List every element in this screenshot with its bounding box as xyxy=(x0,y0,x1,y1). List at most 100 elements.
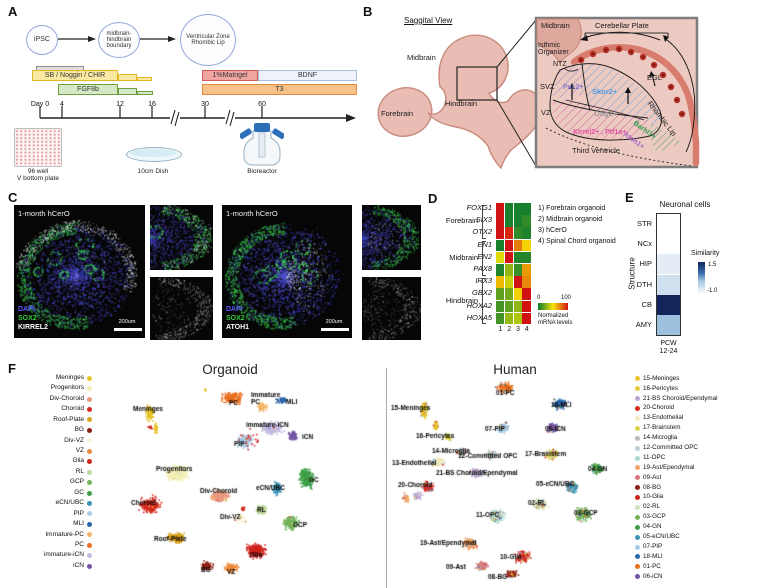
micrograph-kirrel2-inset-bottom xyxy=(150,277,213,340)
stage-vz-rl-label: Ventricular Zone Rhombic Lip xyxy=(186,33,230,46)
heatmap-cell xyxy=(522,288,531,300)
heatmap-cell xyxy=(504,239,513,252)
legend-item: Immature-PC xyxy=(8,530,92,540)
heatmap-cell xyxy=(657,234,680,255)
heatmap-cell xyxy=(522,251,531,264)
heatmap-cell xyxy=(496,264,505,276)
legend-dot xyxy=(635,376,640,382)
row-label: CB xyxy=(641,299,652,309)
group-bracket xyxy=(482,277,486,325)
heatmap-cell xyxy=(657,314,680,335)
group-label: Forebrain xyxy=(445,216,478,226)
legend-label: Roof-Plate xyxy=(53,415,84,423)
legend-item: 20-Choroid xyxy=(635,404,759,414)
column-label: 4 xyxy=(524,326,529,333)
brain-hindbrain-label: Hindbrain xyxy=(445,99,478,108)
third-ventricle-label: Third Ventricle xyxy=(572,146,620,155)
legend-item: 03-GCP xyxy=(635,512,759,522)
human-umap-title: Human xyxy=(493,362,537,377)
legend-label: 11-OPC xyxy=(643,453,666,461)
human-umap-canvas xyxy=(388,378,632,588)
legend-dot xyxy=(87,521,92,527)
gene-label: HOXA2 xyxy=(466,300,492,310)
legend-dot xyxy=(635,406,640,412)
legend-dot xyxy=(87,480,92,486)
heatmap-cell xyxy=(504,312,513,325)
panel-b: B Saggital View xyxy=(360,0,761,185)
t3-bar: T3 xyxy=(202,84,357,95)
legend-label: MLI xyxy=(73,520,84,528)
heatmap-cell xyxy=(513,264,522,276)
row-label: HIP xyxy=(639,259,652,269)
scalebar xyxy=(321,328,349,331)
legend-item: 15-Meninges xyxy=(635,374,759,384)
legend-dot xyxy=(635,416,640,421)
inset-color-canvas xyxy=(150,205,213,270)
legend-label: immature-iCN xyxy=(43,551,84,559)
vz-label: VZ xyxy=(541,108,551,117)
e-similarity-label: Similarity xyxy=(691,250,720,257)
legend-line: 3) hCerO xyxy=(538,227,567,234)
panel-c-letter: C xyxy=(8,190,18,205)
legend-item: 16-Pericytes xyxy=(635,384,759,394)
stage-ipsc-label: iPSC xyxy=(34,36,50,44)
bdnf-bar: BDNF xyxy=(258,70,357,81)
legend-item: 12-Committed OPC xyxy=(635,443,759,453)
inset-color-canvas xyxy=(362,205,421,270)
sb-step-1 xyxy=(118,74,137,81)
stage-ipsc: iPSC xyxy=(26,25,58,55)
heatmap-cell xyxy=(522,227,531,239)
olig2-label: Olig2+ xyxy=(594,109,618,118)
heatmap-cell xyxy=(522,203,531,215)
legend-label: VZ xyxy=(75,447,84,455)
ntz-label: NTZ xyxy=(553,61,567,68)
gene-label: FOXG1 xyxy=(466,203,492,212)
legend-item: Meninges xyxy=(8,373,92,383)
saggital-view-label: Saggital View xyxy=(404,16,453,25)
e-pcw-label: PCW 12-24 xyxy=(659,340,678,356)
tick-day0: Day 0 xyxy=(30,101,50,108)
legend-item: MLI xyxy=(8,519,92,529)
legend-dot xyxy=(87,490,92,496)
legend-item: 17-Brainstem xyxy=(635,423,759,433)
legend-dot xyxy=(87,563,92,569)
panel-a-arrows-timeline xyxy=(39,36,356,127)
bioreactor-label: Bioreactor xyxy=(247,168,277,175)
e-heatmap-column xyxy=(656,213,681,336)
legend-item: 13-Endothelial xyxy=(635,414,759,424)
pax2-label: Pax2+ xyxy=(563,84,584,91)
legend-dot xyxy=(635,435,640,441)
legend-label: 13-Endothelial xyxy=(643,414,684,422)
legend-dot xyxy=(87,386,92,392)
scalebar-label: 200um xyxy=(118,319,136,325)
legend-label: GC xyxy=(74,488,84,496)
legend-dot xyxy=(87,427,92,433)
tick-60: 60 xyxy=(258,101,266,108)
row-label: AMY xyxy=(635,319,652,329)
legend-label: 20-Choroid xyxy=(643,404,675,412)
inset-midbrain-label: Midbrain xyxy=(541,21,570,30)
tick-4: 4 xyxy=(60,101,64,108)
sb-label: SB / Noggin / CHIR xyxy=(44,72,106,79)
kirrel2-ptf1a-label: Kirrel2+ , Ptf1a+ xyxy=(573,129,627,136)
isthmic-organizer-label: Isthmic Organizer xyxy=(538,42,569,57)
column-label: 3 xyxy=(516,326,520,333)
legend-label: Glia xyxy=(72,457,84,465)
gene-label: HOXA5 xyxy=(466,312,492,322)
group-label: Hindbrain xyxy=(445,295,478,305)
legend-item: Choroid xyxy=(8,404,92,414)
legend-dot xyxy=(87,448,92,454)
dish-inner xyxy=(130,149,176,157)
human-legend: 15-Meninges 16-Pericytes 21-BS Choroid/Epe… xyxy=(635,374,759,582)
legend-label: 05-eCN/UBC xyxy=(643,533,680,541)
legend-item: PIP xyxy=(8,509,92,519)
group-bracket xyxy=(482,241,486,276)
panel-c: C 1-month hCerO DAPI SOX2 KIRREL2 200um … xyxy=(0,185,425,360)
heatmap-cell xyxy=(513,312,522,325)
fgf8b-label: FGF8b xyxy=(77,86,99,93)
legend-label: 12-Committed OPC xyxy=(643,444,698,452)
legend-label: 08-BG xyxy=(643,483,662,491)
legend-dot xyxy=(635,445,640,451)
legend-label: Div-VZ xyxy=(64,436,84,444)
dish-label: 10cm Dish xyxy=(137,168,169,175)
